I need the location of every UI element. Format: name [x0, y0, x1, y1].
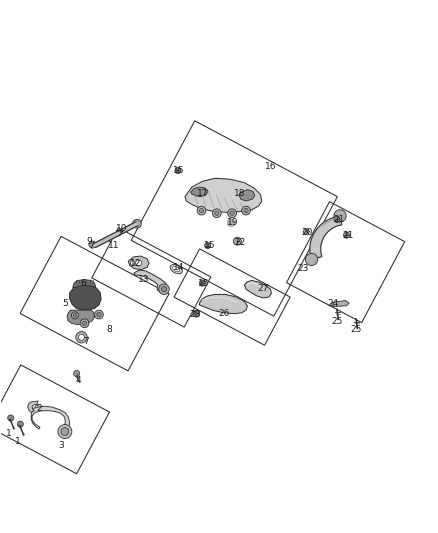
Polygon shape — [73, 280, 96, 287]
Circle shape — [334, 216, 340, 222]
Polygon shape — [199, 294, 247, 313]
Text: 13: 13 — [138, 275, 150, 284]
Text: 26: 26 — [219, 309, 230, 318]
Text: 10: 10 — [117, 223, 128, 232]
Circle shape — [197, 206, 206, 215]
Circle shape — [82, 321, 87, 326]
Circle shape — [212, 209, 221, 217]
Text: 27: 27 — [257, 284, 268, 293]
Circle shape — [80, 319, 89, 328]
Circle shape — [175, 167, 181, 174]
Text: 3: 3 — [58, 441, 64, 450]
Polygon shape — [239, 190, 255, 201]
Polygon shape — [244, 280, 272, 298]
Text: 16: 16 — [265, 161, 276, 171]
Text: 15: 15 — [173, 166, 184, 175]
Circle shape — [78, 334, 85, 340]
Text: 15: 15 — [198, 279, 209, 288]
Circle shape — [228, 209, 237, 217]
Text: 22: 22 — [234, 238, 246, 247]
Circle shape — [61, 427, 69, 435]
Circle shape — [343, 232, 350, 238]
Text: 14: 14 — [173, 263, 184, 272]
Text: 17: 17 — [197, 189, 208, 198]
Circle shape — [89, 241, 96, 248]
Circle shape — [334, 209, 346, 222]
Polygon shape — [28, 401, 38, 413]
Polygon shape — [31, 406, 70, 433]
Text: 7: 7 — [83, 337, 89, 346]
Polygon shape — [332, 301, 349, 306]
Text: 5: 5 — [63, 299, 68, 308]
Circle shape — [76, 332, 87, 343]
Polygon shape — [128, 256, 149, 270]
Circle shape — [193, 310, 200, 317]
Text: 21: 21 — [333, 215, 345, 224]
Circle shape — [133, 220, 141, 228]
Text: 25: 25 — [331, 317, 343, 326]
Text: 21: 21 — [342, 231, 353, 240]
Text: 1: 1 — [15, 437, 21, 446]
Polygon shape — [303, 229, 309, 234]
Circle shape — [73, 313, 77, 317]
Text: 28: 28 — [189, 310, 201, 319]
Text: 9: 9 — [86, 237, 92, 246]
Polygon shape — [67, 310, 95, 325]
Polygon shape — [70, 285, 101, 310]
Ellipse shape — [173, 266, 180, 272]
Circle shape — [131, 261, 135, 265]
Polygon shape — [94, 222, 138, 247]
Polygon shape — [191, 187, 208, 197]
Circle shape — [8, 415, 14, 421]
Circle shape — [74, 370, 80, 376]
Circle shape — [199, 208, 204, 213]
Text: 1: 1 — [6, 429, 11, 438]
Circle shape — [97, 312, 101, 317]
Polygon shape — [134, 270, 167, 292]
Circle shape — [17, 421, 23, 427]
Text: 8: 8 — [106, 325, 112, 334]
Text: 20: 20 — [301, 228, 313, 237]
Circle shape — [58, 425, 72, 439]
Text: 4: 4 — [76, 376, 81, 384]
Text: 24: 24 — [328, 299, 339, 308]
Text: 18: 18 — [234, 189, 246, 198]
Polygon shape — [185, 179, 262, 212]
Circle shape — [136, 260, 142, 266]
Text: 12: 12 — [130, 259, 141, 268]
Circle shape — [161, 287, 166, 292]
Text: 2: 2 — [36, 404, 42, 413]
Text: 23: 23 — [297, 264, 308, 273]
Circle shape — [199, 280, 205, 286]
Polygon shape — [228, 219, 235, 227]
Circle shape — [230, 211, 234, 215]
Circle shape — [305, 253, 318, 265]
Circle shape — [71, 312, 78, 319]
Circle shape — [205, 243, 211, 248]
Text: 19: 19 — [227, 219, 239, 228]
Circle shape — [242, 206, 251, 215]
Polygon shape — [310, 216, 342, 260]
Text: 15: 15 — [204, 241, 215, 250]
Circle shape — [215, 211, 219, 215]
Text: 11: 11 — [108, 241, 119, 250]
Text: 6: 6 — [80, 279, 86, 288]
Circle shape — [233, 237, 241, 245]
Ellipse shape — [170, 264, 182, 274]
Circle shape — [95, 310, 103, 319]
Circle shape — [244, 208, 248, 213]
Circle shape — [159, 284, 169, 294]
Text: 25: 25 — [351, 325, 362, 334]
